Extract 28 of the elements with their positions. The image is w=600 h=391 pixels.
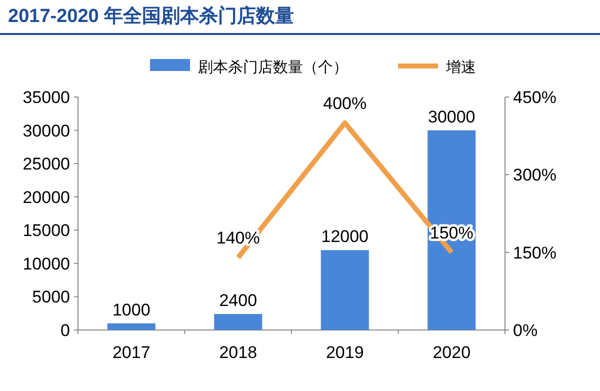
bar xyxy=(428,130,476,330)
bar xyxy=(320,250,369,330)
x-tick-label: 2018 xyxy=(219,343,258,362)
bar xyxy=(107,323,156,330)
data-label: 400% xyxy=(323,94,367,113)
y-tick-label: 5000 xyxy=(32,288,70,307)
x-tick-label: 2019 xyxy=(326,343,364,362)
legend-label: 增速 xyxy=(445,59,476,76)
bar xyxy=(214,314,262,330)
y-tick-label: 20000 xyxy=(22,188,70,207)
data-label: 2400 xyxy=(219,291,258,310)
chart-title: 2017-2020 年全国剧本杀门店数量 xyxy=(8,5,294,27)
y2-tick-label: 150% xyxy=(513,243,556,262)
y-tick-label: 30000 xyxy=(22,121,70,140)
data-label: 1000 xyxy=(112,300,150,320)
data-label: 30000 xyxy=(428,107,476,126)
data-label: 12000 xyxy=(321,227,369,246)
x-tick-label: 2020 xyxy=(432,343,471,362)
y-tick-label: 25000 xyxy=(22,154,70,174)
y-tick-label: 35000 xyxy=(22,88,70,107)
y-tick-label: 10000 xyxy=(22,254,70,274)
y-tick-label: 15000 xyxy=(22,221,70,240)
y2-tick-label: 450% xyxy=(513,88,556,107)
y2-tick-label: 0% xyxy=(513,321,538,340)
y2-tick-label: 300% xyxy=(513,166,556,185)
x-tick-label: 2017 xyxy=(112,343,150,362)
y-tick-label: 0 xyxy=(60,321,70,340)
legend-label: 剧本杀门店数量（个） xyxy=(198,59,348,76)
